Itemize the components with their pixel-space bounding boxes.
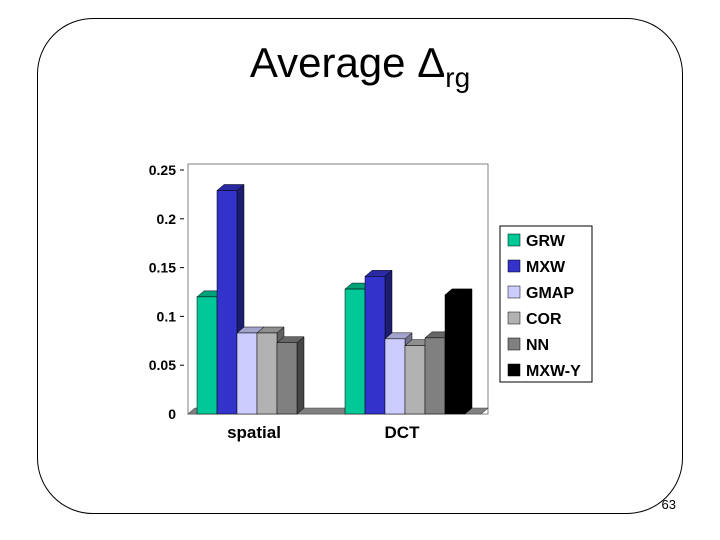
y-tick-label: 0.15 (149, 260, 176, 276)
bar-side (464, 288, 473, 415)
bar-mxw-y-dct (444, 288, 473, 415)
legend-swatch-grw (507, 233, 521, 247)
x-tick-label-dct: DCT (385, 423, 421, 442)
bar-face (236, 332, 258, 415)
legend-label-mxw-y: MXW-Y (526, 363, 581, 380)
bar-face (256, 332, 278, 415)
bar-face (276, 342, 298, 415)
legend-label-nn: NN (526, 337, 549, 354)
bar-face (404, 345, 426, 415)
legend-swatch-mxw (507, 259, 521, 273)
y-tick-label: 0.25 (149, 162, 176, 178)
y-axis: 0 0.05 0.1 0.15 0.2 0.25 (149, 162, 184, 422)
legend-label-cor: COR (526, 311, 562, 328)
legend: GRW MXW GMAP COR NN MXW-Y (499, 225, 593, 383)
bar-side (296, 336, 305, 415)
bar-face (364, 276, 386, 415)
title-subscript: rg (445, 62, 471, 93)
legend-swatch-gmap (507, 285, 521, 299)
legend-box (499, 225, 593, 383)
bar-face (196, 296, 218, 415)
bar-nn-spatial (276, 336, 305, 415)
title-main: Average Δ (249, 39, 446, 86)
legend-label-gmap: GMAP (526, 285, 574, 302)
x-tick-label-spatial: spatial (227, 423, 281, 442)
y-tick-label: 0.2 (157, 211, 177, 227)
y-tick-label: 0.05 (149, 357, 176, 373)
legend-swatch-mxw-y (507, 363, 521, 377)
y-tick-label: 0 (168, 406, 176, 422)
y-tick-label: 0.1 (157, 308, 177, 324)
bar-face (444, 294, 466, 415)
bar-face (344, 288, 366, 415)
bar-face (216, 190, 238, 415)
x-axis-labels: spatial DCT (227, 423, 420, 442)
page-number: 63 (661, 497, 676, 512)
bar-face (424, 337, 446, 415)
legend-swatch-cor (507, 311, 521, 325)
slide-frame (37, 18, 683, 514)
legend-label-mxw: MXW (526, 259, 566, 276)
legend-swatch-nn (507, 337, 521, 351)
bar-face (384, 338, 406, 415)
legend-label-grw: GRW (526, 233, 566, 250)
bars (196, 183, 473, 415)
slide-title: Average Δrg (0, 38, 720, 103)
